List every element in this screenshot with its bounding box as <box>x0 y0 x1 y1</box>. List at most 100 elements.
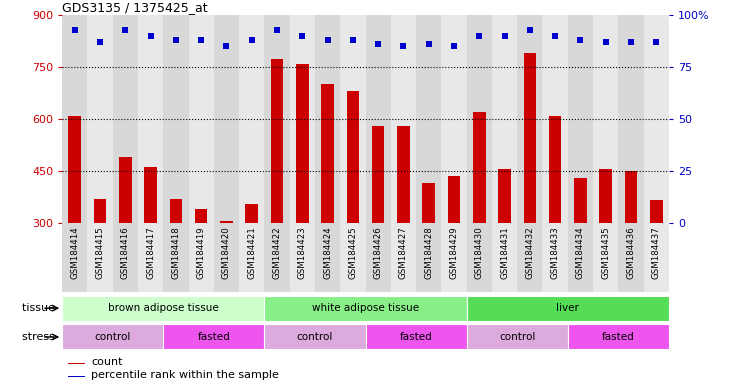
Point <box>651 39 662 45</box>
Text: GSM184437: GSM184437 <box>652 226 661 279</box>
Text: GSM184432: GSM184432 <box>526 226 534 279</box>
Point <box>600 39 612 45</box>
Bar <box>289 223 315 292</box>
Bar <box>517 15 542 223</box>
Text: count: count <box>91 357 123 367</box>
Text: fasted: fasted <box>197 332 230 342</box>
Text: brown adipose tissue: brown adipose tissue <box>108 303 219 313</box>
Text: white adipose tissue: white adipose tissue <box>312 303 419 313</box>
Bar <box>423 183 435 223</box>
Bar <box>442 223 466 292</box>
Text: GSM184431: GSM184431 <box>500 226 509 279</box>
Point <box>625 39 637 45</box>
Bar <box>643 15 669 223</box>
Text: GSM184428: GSM184428 <box>424 226 433 279</box>
Bar <box>265 223 289 292</box>
Point <box>347 37 359 43</box>
Bar <box>163 15 189 223</box>
Point <box>221 43 232 50</box>
Bar <box>62 324 163 349</box>
Bar <box>473 112 485 223</box>
Bar <box>499 169 511 223</box>
Point <box>474 33 485 39</box>
Text: GSM184421: GSM184421 <box>247 226 257 279</box>
Point <box>575 37 586 43</box>
Bar <box>113 223 138 292</box>
Bar <box>391 15 416 223</box>
Bar <box>88 15 113 223</box>
Bar <box>138 15 163 223</box>
Bar <box>599 169 612 223</box>
Point <box>94 39 106 45</box>
Bar <box>574 178 587 223</box>
Bar <box>163 324 265 349</box>
Point <box>170 37 182 43</box>
Text: GSM184427: GSM184427 <box>399 226 408 279</box>
Bar <box>289 15 315 223</box>
Bar <box>447 176 461 223</box>
Bar <box>466 223 492 292</box>
Bar <box>492 15 517 223</box>
Bar <box>372 126 385 223</box>
Bar <box>246 204 258 223</box>
Bar <box>265 15 289 223</box>
Bar <box>518 223 542 292</box>
Bar <box>296 64 308 223</box>
Point <box>195 37 207 43</box>
Bar <box>69 116 81 223</box>
Bar <box>94 199 107 223</box>
Bar <box>593 15 618 223</box>
Bar <box>170 199 182 223</box>
Text: GSM184426: GSM184426 <box>374 226 382 279</box>
Bar <box>113 15 138 223</box>
Point <box>145 33 156 39</box>
Point <box>448 43 460 50</box>
Point <box>246 37 257 43</box>
Point <box>549 33 561 39</box>
Text: GSM184416: GSM184416 <box>121 226 130 279</box>
Bar <box>391 223 416 292</box>
Text: GSM184436: GSM184436 <box>626 226 635 279</box>
Text: fasted: fasted <box>602 332 635 342</box>
Bar <box>62 223 88 292</box>
Bar <box>366 223 391 292</box>
Text: GSM184424: GSM184424 <box>323 226 332 279</box>
Bar <box>62 15 88 223</box>
Point <box>499 33 510 39</box>
Text: GSM184430: GSM184430 <box>474 226 484 279</box>
Point <box>119 27 131 33</box>
Bar <box>315 223 340 292</box>
Text: GSM184417: GSM184417 <box>146 226 155 279</box>
Text: GSM184425: GSM184425 <box>349 226 357 279</box>
Bar <box>618 223 643 292</box>
Point <box>297 33 308 39</box>
Bar <box>366 324 466 349</box>
Text: GSM184434: GSM184434 <box>576 226 585 279</box>
Bar <box>466 296 669 321</box>
Bar <box>650 200 662 223</box>
Point <box>423 41 434 48</box>
Bar <box>189 223 213 292</box>
Text: control: control <box>297 332 333 342</box>
Bar <box>416 15 442 223</box>
Bar <box>189 15 213 223</box>
Bar <box>163 223 189 292</box>
Bar <box>492 223 518 292</box>
Bar <box>466 324 568 349</box>
Bar <box>643 223 669 292</box>
Bar <box>340 15 366 223</box>
Text: GSM184419: GSM184419 <box>197 226 205 279</box>
Bar <box>213 15 239 223</box>
Text: control: control <box>499 332 535 342</box>
Bar <box>88 223 113 292</box>
Bar <box>366 15 391 223</box>
Bar <box>239 15 265 223</box>
Bar <box>265 296 466 321</box>
Text: GSM184415: GSM184415 <box>96 226 105 279</box>
Text: stress: stress <box>22 332 58 342</box>
Point <box>398 43 409 50</box>
Text: control: control <box>94 332 131 342</box>
Text: percentile rank within the sample: percentile rank within the sample <box>91 370 279 380</box>
Bar <box>397 126 410 223</box>
Bar <box>346 91 359 223</box>
